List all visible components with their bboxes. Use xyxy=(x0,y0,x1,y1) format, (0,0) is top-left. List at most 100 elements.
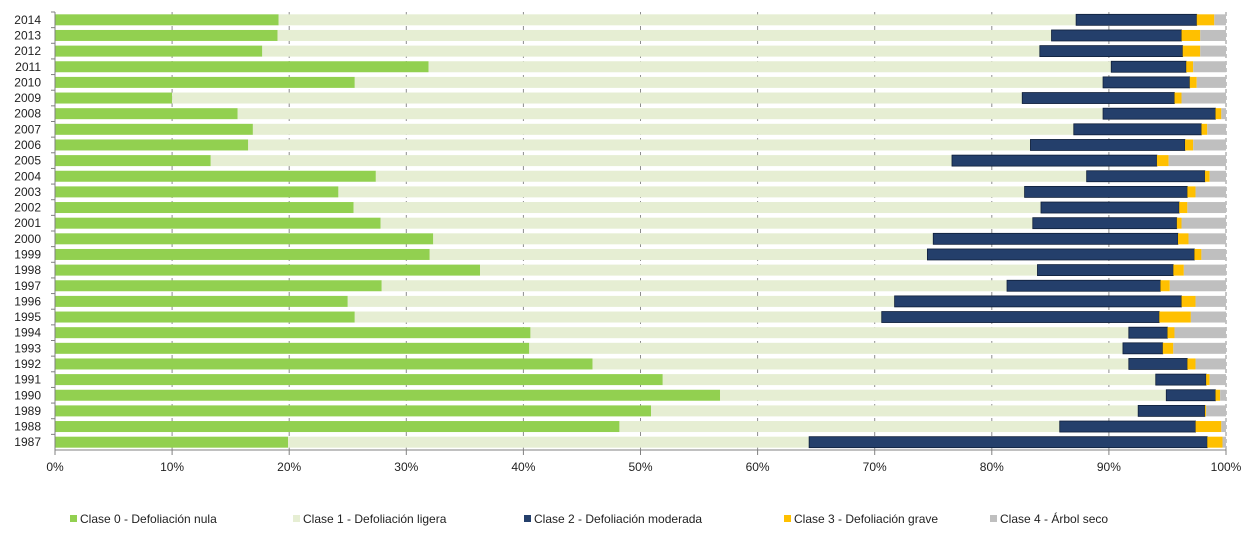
bar-segment xyxy=(1037,264,1174,277)
legend-entry: Clase 0 - Defoliación nula xyxy=(80,512,217,526)
bar-segment xyxy=(1176,217,1182,229)
bar-segment xyxy=(277,29,1052,41)
bar-segment xyxy=(55,170,376,182)
bar-segment xyxy=(347,295,895,307)
legend-entry: Clase 4 - Árbol seco xyxy=(1000,511,1108,526)
bar-segment xyxy=(1102,107,1216,120)
legend-entry: Clase 3 - Defoliación grave xyxy=(794,512,938,526)
bars xyxy=(55,13,1226,449)
bar-segment xyxy=(237,108,1104,120)
bar-segment xyxy=(894,295,1182,308)
bar-segment xyxy=(55,92,173,104)
bar-segment xyxy=(288,436,810,448)
bar-segment xyxy=(1075,13,1198,26)
bar-segment xyxy=(1040,201,1180,214)
bar-segment xyxy=(1160,280,1170,292)
bar-segment xyxy=(1039,45,1184,58)
bar-segment xyxy=(433,233,934,245)
bar-segment xyxy=(210,155,952,167)
bar-segment xyxy=(353,202,1041,214)
bar-segment xyxy=(1194,248,1202,260)
bar-segment xyxy=(55,389,721,401)
bar-segment xyxy=(619,421,1060,433)
bar-segment xyxy=(55,358,593,370)
bar-segment xyxy=(1183,264,1226,276)
bar-segment xyxy=(1200,45,1226,57)
bar-segment xyxy=(1159,311,1191,323)
bar-segment xyxy=(55,405,652,417)
bar-segment xyxy=(375,170,1087,182)
y-tick-label: 1989 xyxy=(14,404,41,418)
bar-segment xyxy=(55,248,430,260)
bar-segment xyxy=(354,311,882,323)
x-tick-label: 10% xyxy=(160,460,184,474)
bar-segment xyxy=(1059,420,1196,433)
y-tick-label: 1988 xyxy=(14,420,41,434)
bar-segment xyxy=(1222,436,1226,448)
bar-segment xyxy=(951,154,1158,167)
bar-segment xyxy=(720,389,1167,401)
bar-segment xyxy=(172,92,1023,104)
legend-swatch xyxy=(784,515,791,522)
y-tick-label: 1994 xyxy=(14,326,41,340)
y-tick-label: 1997 xyxy=(14,279,41,293)
bar-segment xyxy=(1215,108,1222,120)
bar-segment xyxy=(55,123,253,135)
bar-segment xyxy=(1185,139,1194,151)
y-tick-label: 1993 xyxy=(14,341,41,355)
bar-segment xyxy=(55,155,211,167)
bar-segment xyxy=(55,264,481,276)
bar-segment xyxy=(248,139,1031,151)
bar-segment xyxy=(1086,170,1206,183)
bar-segment xyxy=(662,374,1156,386)
bar-segment xyxy=(530,327,1129,339)
y-tick-label: 1998 xyxy=(14,263,41,277)
y-tick-label: 2007 xyxy=(14,122,41,136)
bar-segment xyxy=(1187,186,1196,198)
y-tick-label: 2013 xyxy=(14,28,41,42)
legend-entry: Clase 1 - Defoliación ligera xyxy=(303,512,447,526)
x-tick-label: 20% xyxy=(277,460,301,474)
bar-segment xyxy=(1209,170,1226,182)
bar-segment xyxy=(55,280,382,292)
bar-segment xyxy=(1220,389,1226,401)
bar-segment xyxy=(1032,217,1178,230)
bar-segment xyxy=(1165,389,1216,402)
y-tick-label: 2004 xyxy=(14,169,41,183)
bar-segment xyxy=(338,186,1025,198)
bar-segment xyxy=(1137,404,1206,417)
y-tick-label: 1996 xyxy=(14,294,41,308)
bar-segment xyxy=(1188,233,1226,245)
bar-segment xyxy=(1189,76,1197,88)
x-tick-label: 60% xyxy=(746,460,770,474)
y-tick-label: 2006 xyxy=(14,138,41,152)
bar-segment xyxy=(1201,248,1226,260)
legend-swatch xyxy=(524,515,531,522)
bar-segment xyxy=(55,233,434,245)
bar-segment xyxy=(1195,358,1226,370)
bar-segment xyxy=(1181,295,1196,307)
bar-segment xyxy=(1182,45,1201,57)
bar-segment xyxy=(55,421,620,433)
bar-segment xyxy=(1195,186,1226,198)
bar-segment xyxy=(881,311,1160,323)
bar-segment xyxy=(55,45,263,57)
x-tick-label: 50% xyxy=(628,460,652,474)
bar-segment xyxy=(1179,202,1188,214)
x-tick-label: 70% xyxy=(863,460,887,474)
bar-segment xyxy=(1187,202,1226,214)
bar-segment xyxy=(55,61,429,73)
bar-segment xyxy=(1174,327,1226,339)
bar-segment xyxy=(1201,123,1208,135)
x-tick-label: 100% xyxy=(1211,460,1242,474)
bar-segment xyxy=(1181,92,1226,104)
y-tick-label: 2010 xyxy=(14,75,41,89)
bar-segment xyxy=(55,311,355,323)
bar-segment xyxy=(1173,264,1184,276)
bar-segment xyxy=(1195,421,1222,433)
y-tick-label: 2001 xyxy=(14,216,41,230)
bar-segment xyxy=(1073,123,1202,136)
x-tick-label: 30% xyxy=(394,460,418,474)
